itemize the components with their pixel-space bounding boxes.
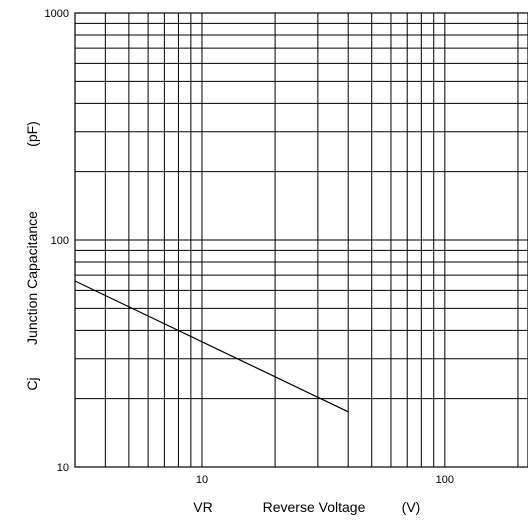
- plot-frame: [74, 12, 528, 468]
- y-tick-label: 1000: [45, 8, 69, 20]
- y-tick-label: 10: [57, 462, 69, 474]
- y-axis-symbol: Cj: [24, 377, 40, 390]
- y-axis-title: Junction Capacitance: [24, 211, 40, 345]
- x-axis-unit: (V): [402, 499, 421, 515]
- y-tick-label: 100: [51, 235, 69, 247]
- series-group: [74, 280, 349, 413]
- x-axis-symbol: VR: [193, 499, 212, 515]
- capacitance-curve: [74, 280, 349, 413]
- x-tick-label: 100: [436, 474, 454, 486]
- x-tick-label: 10: [196, 474, 208, 486]
- tick-labels: 10 100 10 100 1000: [45, 8, 455, 486]
- grid: [75, 13, 528, 467]
- y-axis-unit: (pF): [24, 121, 40, 147]
- x-axis-title: Reverse Voltage: [263, 499, 366, 515]
